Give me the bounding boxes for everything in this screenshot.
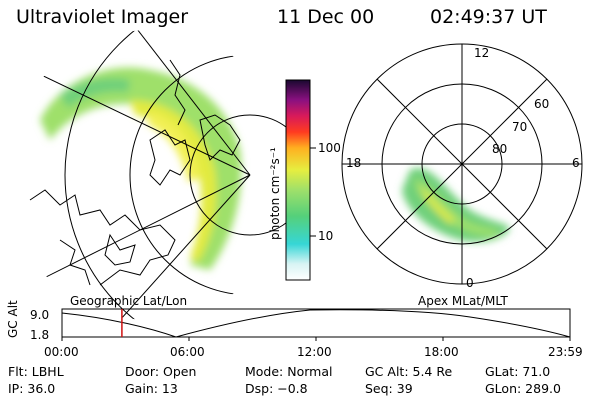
timeline-xtick-0600: 06:00	[170, 345, 205, 359]
seq-info: Seq: 39	[365, 381, 413, 396]
mlat-label-60: 60	[534, 97, 550, 111]
colorbar-tick-10: 10	[318, 229, 334, 243]
glat-info: GLat: 71.0	[485, 364, 551, 379]
timeline-xtick-1200: 12:00	[297, 345, 332, 359]
mlt-label-18: 18	[346, 156, 362, 170]
timeline-y-label: GC Alt	[6, 300, 20, 338]
filter-info: Flt: LBHL	[8, 364, 64, 379]
colorbar-tick-100: 100	[318, 141, 341, 155]
glon-info: GLon: 289.0	[485, 381, 561, 396]
timeline-xtick-1800: 18:00	[424, 345, 459, 359]
right-panel-caption: Apex MLat/MLT	[418, 294, 508, 308]
gain-info: Gain: 13	[125, 381, 178, 396]
door-info: Door: Open	[125, 364, 197, 379]
mlat-label-70: 70	[512, 120, 528, 134]
mlt-label-6: 6	[572, 156, 580, 170]
ip-info: IP: 36.0	[8, 381, 56, 396]
timeline-ytick-1-8: 1.8	[30, 328, 50, 342]
timeline-xtick-2359: 23:59	[548, 345, 583, 359]
time-label: 02:49:37 UT	[430, 6, 547, 28]
dsp-info: Dsp: −0.8	[245, 381, 308, 396]
gc-alt-info: GC Alt: 5.4 Re	[365, 364, 453, 379]
mlat-label-80: 80	[492, 142, 508, 156]
timeline-xtick-0000: 00:00	[44, 345, 79, 359]
date-label: 11 Dec 00	[277, 6, 375, 28]
mlt-label-0: 0	[466, 276, 474, 290]
timeline-ytick-9: 9.0	[30, 308, 50, 322]
mode-info: Mode: Normal	[245, 364, 333, 379]
instrument-title: Ultraviolet Imager	[16, 6, 189, 28]
mlt-label-12: 12	[474, 46, 490, 60]
left-panel-caption: Geographic Lat/Lon	[70, 294, 188, 308]
